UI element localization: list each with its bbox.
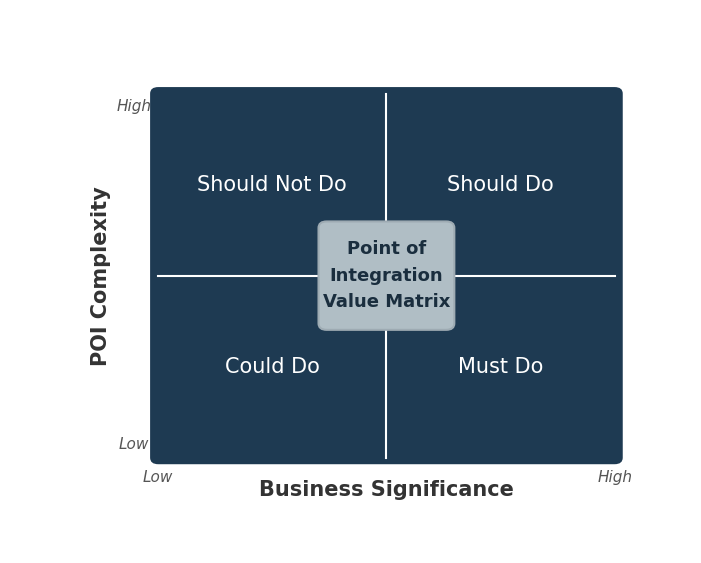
FancyBboxPatch shape: [318, 221, 454, 330]
Text: Should Do: Should Do: [447, 175, 554, 195]
Text: POI Complexity: POI Complexity: [91, 186, 111, 365]
Text: Should Not Do: Should Not Do: [198, 175, 347, 195]
Text: Could Do: Could Do: [225, 357, 320, 377]
Text: Point of
Integration
Value Matrix: Point of Integration Value Matrix: [322, 240, 450, 311]
FancyBboxPatch shape: [150, 87, 622, 464]
Text: Business Significance: Business Significance: [259, 480, 514, 501]
Text: High: High: [116, 99, 151, 114]
Text: Low: Low: [143, 470, 173, 485]
Text: High: High: [597, 470, 632, 485]
Text: Low: Low: [118, 437, 149, 452]
Text: Must Do: Must Do: [458, 357, 543, 377]
